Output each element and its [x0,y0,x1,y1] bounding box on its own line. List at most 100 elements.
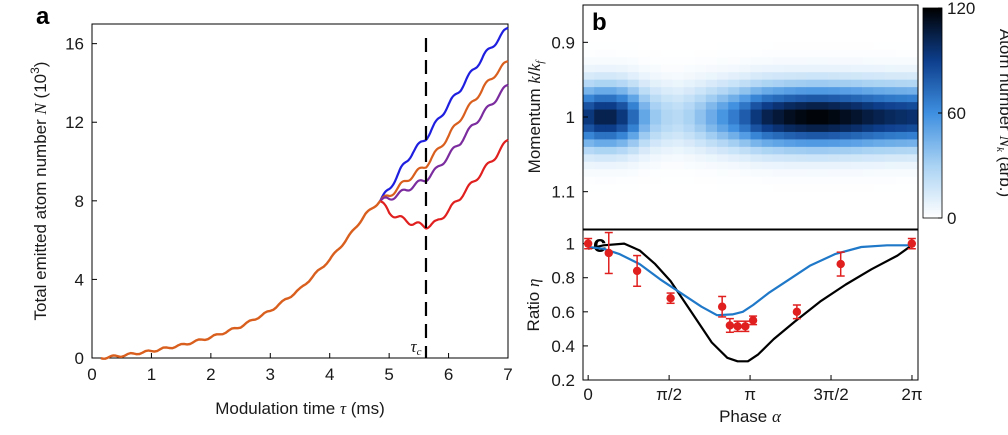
heatmap-cell [806,57,818,66]
heatmap-cell [605,169,617,178]
heatmap-cell [817,139,829,148]
heatmap-cell [616,57,628,66]
heatmap-cell [906,154,919,163]
heatmap-cell [761,109,774,118]
panel-a-xtick-label: 4 [325,365,334,384]
panel-a-ytick-label: 4 [75,270,84,289]
heatmap-cell [828,72,841,80]
heatmap-cell [750,19,762,28]
heatmap-cell [795,184,807,192]
heatmap-cell [616,169,628,178]
heatmap-cell [605,206,617,215]
heatmap-cell [717,42,729,51]
heatmap-cell [828,199,841,207]
heatmap-cell [605,131,617,140]
heatmap-cell [683,19,695,28]
heatmap-cell [638,184,651,192]
heatmap-cell [784,27,796,36]
heatmap-cell [862,102,874,110]
heatmap-cell [873,124,885,133]
heatmap-cell [583,176,595,185]
heatmap-cell [828,124,841,133]
heatmap-cell [839,146,852,155]
heatmap-cell [884,57,896,66]
heatmap-cell [627,12,640,21]
heatmap-cell [772,5,785,13]
heatmap-cell [817,42,829,51]
heatmap-cell [717,19,729,28]
heatmap-cell [739,146,751,155]
heatmap-cell [750,27,762,36]
heatmap-cell [828,49,841,58]
heatmap-cell [895,117,908,125]
heatmap-cell [884,124,896,133]
heatmap-cell [806,199,818,207]
heatmap-cell [638,117,651,125]
heatmap-cell [884,139,896,148]
heatmap-cell [705,191,718,200]
heatmap-cell [906,191,919,200]
heatmap-cell [672,42,684,51]
heatmap-cell [817,154,829,163]
panel-a-xtick-label: 3 [266,365,275,384]
heatmap-cell [683,131,695,140]
heatmap-cell [862,34,874,43]
heatmap-cell [661,19,673,28]
heatmap-cell [694,139,707,148]
heatmap-cell [694,169,707,178]
heatmap-cell [851,191,863,200]
heatmap-cell [839,42,852,51]
heatmap-cell [627,161,640,170]
heatmap-cell [906,5,919,13]
heatmap-cell [806,139,818,148]
heatmap-cell [828,206,841,215]
heatmap-cell [627,146,640,155]
heatmap-cell [627,57,640,66]
heatmap-cell [750,124,762,133]
heatmap-cell [672,72,684,80]
heatmap-cell [795,64,807,73]
heatmap-cell [828,94,841,103]
heatmap-cell [772,94,785,103]
heatmap-cell [873,191,885,200]
heatmap-cell [906,102,919,110]
heatmap-cell [739,184,751,192]
heatmap-cell [616,221,628,230]
heatmap-cell [683,102,695,110]
heatmap-cell [717,184,729,192]
heatmap-cell [638,5,651,13]
heatmap-cell [739,117,751,125]
heatmap-cell [683,206,695,215]
heatmap-cell [616,72,628,80]
heatmap-cell [806,64,818,73]
heatmap-cell [705,169,718,178]
heatmap-cell [583,117,595,125]
panel-b-ytick-label: 1.1 [551,183,575,202]
heatmap-cell [895,139,908,148]
heatmap-cell [650,191,662,200]
heatmap-cell [638,176,651,185]
heatmap-cell [683,94,695,103]
heatmap-cell [772,117,785,125]
heatmap-cell [650,169,662,178]
heatmap-cell [650,109,662,118]
heatmap-cell [728,109,740,118]
heatmap-cell [750,184,762,192]
heatmap-cell [895,12,908,21]
heatmap-cell [594,87,606,95]
heatmap-cell [784,34,796,43]
panel-c-data-point [792,307,802,317]
panel-c-data-point [666,293,675,303]
heatmap-cell [828,42,841,51]
heatmap-cell [817,12,829,21]
heatmap-cell [694,49,707,58]
heatmap-cell [672,109,684,118]
heatmap-cell [739,199,751,207]
heatmap-cell [739,87,751,95]
heatmap-cell [717,5,729,13]
heatmap-cell [583,139,595,148]
heatmap-cell [884,221,896,230]
heatmap-cell [828,169,841,178]
heatmap-cell [583,72,595,80]
heatmap-cell [895,199,908,207]
